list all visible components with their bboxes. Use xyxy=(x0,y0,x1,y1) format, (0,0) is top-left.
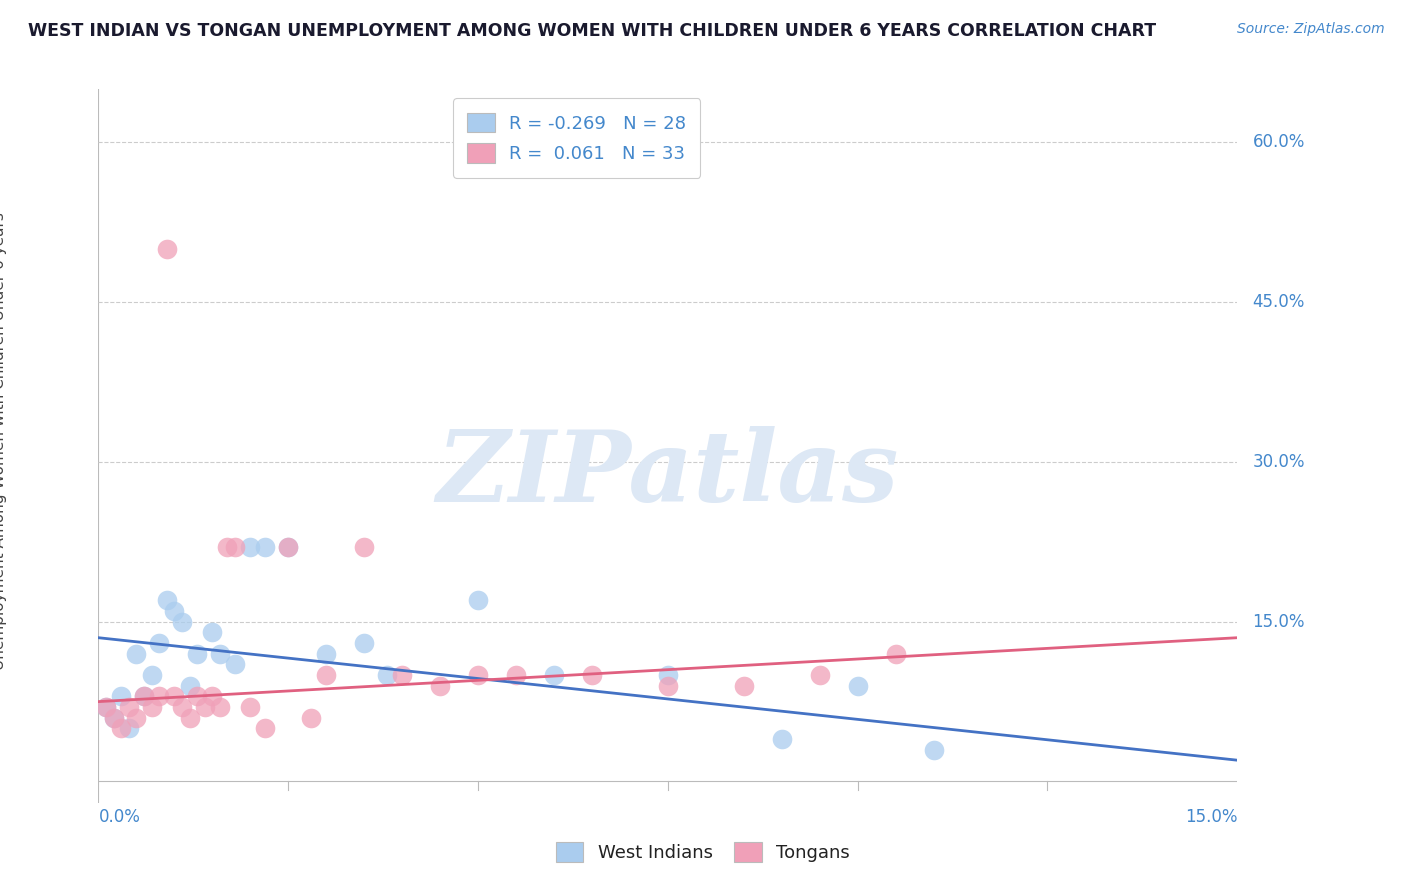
Point xyxy=(141,700,163,714)
Legend: West Indians, Tongans: West Indians, Tongans xyxy=(548,835,858,870)
Text: 60.0%: 60.0% xyxy=(1253,134,1305,152)
Point xyxy=(239,700,262,714)
Text: 45.0%: 45.0% xyxy=(1253,293,1305,311)
Point xyxy=(110,690,132,704)
Point xyxy=(375,668,398,682)
Point xyxy=(254,721,277,735)
Point xyxy=(125,710,148,724)
Point xyxy=(110,721,132,735)
Text: 15.0%: 15.0% xyxy=(1253,613,1305,631)
Text: ZIPatlas: ZIPatlas xyxy=(437,426,898,523)
Text: 30.0%: 30.0% xyxy=(1253,453,1305,471)
Text: WEST INDIAN VS TONGAN UNEMPLOYMENT AMONG WOMEN WITH CHILDREN UNDER 6 YEARS CORRE: WEST INDIAN VS TONGAN UNEMPLOYMENT AMONG… xyxy=(28,22,1156,40)
Point xyxy=(118,700,141,714)
Point xyxy=(467,593,489,607)
Point xyxy=(884,647,907,661)
Point xyxy=(201,625,224,640)
Point xyxy=(125,647,148,661)
Point xyxy=(733,679,755,693)
Point xyxy=(179,710,201,724)
Point xyxy=(808,668,831,682)
Point xyxy=(770,731,793,746)
Point xyxy=(922,742,945,756)
Point xyxy=(179,679,201,693)
Point xyxy=(201,690,224,704)
Point xyxy=(194,700,217,714)
Text: Unemployment Among Women with Children Under 6 years: Unemployment Among Women with Children U… xyxy=(0,211,7,670)
Point xyxy=(118,721,141,735)
Point xyxy=(543,668,565,682)
Point xyxy=(132,690,155,704)
Point xyxy=(299,710,322,724)
Point xyxy=(277,540,299,554)
Point xyxy=(657,679,679,693)
Point xyxy=(581,668,603,682)
Point xyxy=(224,540,246,554)
Point xyxy=(186,647,208,661)
Point xyxy=(208,647,231,661)
Point xyxy=(353,636,375,650)
Point xyxy=(170,700,193,714)
Point xyxy=(132,690,155,704)
Point xyxy=(239,540,262,554)
Point xyxy=(141,668,163,682)
Point xyxy=(94,700,117,714)
Point xyxy=(148,690,170,704)
Point xyxy=(846,679,869,693)
Point xyxy=(186,690,208,704)
Point xyxy=(94,700,117,714)
Point xyxy=(163,604,186,618)
Point xyxy=(353,540,375,554)
Point xyxy=(429,679,451,693)
Text: 15.0%: 15.0% xyxy=(1185,808,1237,826)
Point xyxy=(156,593,179,607)
Point xyxy=(217,540,239,554)
Point xyxy=(277,540,299,554)
Point xyxy=(657,668,679,682)
Point xyxy=(505,668,527,682)
Point xyxy=(467,668,489,682)
Point xyxy=(170,615,193,629)
Legend: R = -0.269   N = 28, R =  0.061   N = 33: R = -0.269 N = 28, R = 0.061 N = 33 xyxy=(453,98,700,178)
Point xyxy=(254,540,277,554)
Point xyxy=(391,668,413,682)
Point xyxy=(224,657,246,672)
Point xyxy=(103,710,125,724)
Point xyxy=(163,690,186,704)
Point xyxy=(315,668,337,682)
Text: 0.0%: 0.0% xyxy=(98,808,141,826)
Point xyxy=(208,700,231,714)
Point xyxy=(148,636,170,650)
Point xyxy=(156,242,179,256)
Point xyxy=(103,710,125,724)
Point xyxy=(315,647,337,661)
Text: Source: ZipAtlas.com: Source: ZipAtlas.com xyxy=(1237,22,1385,37)
